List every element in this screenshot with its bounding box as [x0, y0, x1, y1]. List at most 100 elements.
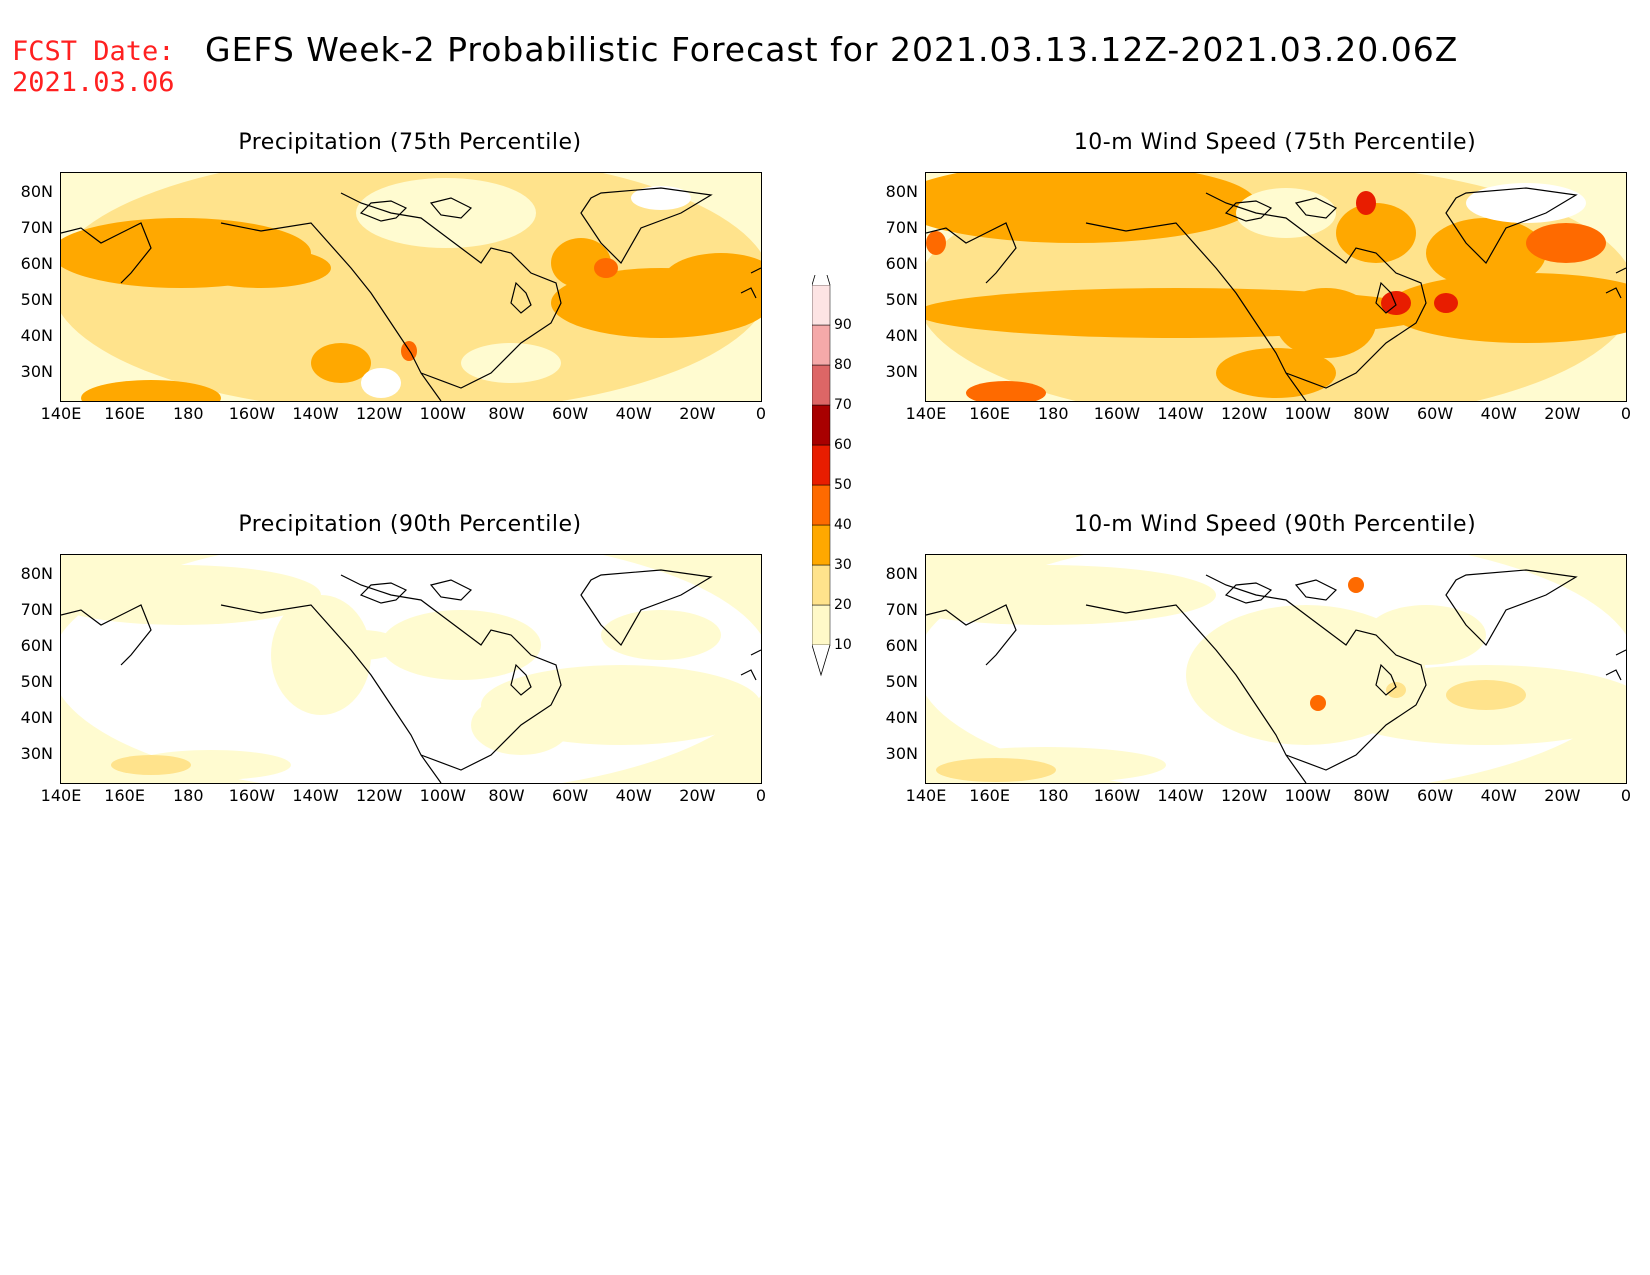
- lon-tick-label: 100W: [419, 404, 466, 423]
- map-frame: [925, 172, 1627, 402]
- colorbar-swatch: [812, 364, 831, 406]
- lat-tick-label: 70N: [20, 600, 53, 619]
- field-contour: [601, 610, 721, 660]
- coastline: [340, 192, 562, 389]
- lon-tick-label: 0: [755, 404, 767, 423]
- coastline: [61, 604, 152, 666]
- lon-tick-label: 120W: [1220, 786, 1268, 805]
- colorbar-label: 10: [834, 637, 852, 653]
- field-contour: [1434, 293, 1458, 313]
- coastline: [510, 281, 532, 314]
- field-contour: [631, 186, 691, 210]
- lon-tick-label: 40W: [1480, 404, 1517, 423]
- lon-tick-label: 40W: [1480, 786, 1517, 805]
- coastline: [1294, 579, 1338, 601]
- lon-tick-label: 160W: [228, 404, 276, 423]
- coastline: [1085, 222, 1307, 401]
- lat-tick-label: 30N: [20, 744, 53, 763]
- panel-wind-90: 10-m Wind Speed (90th Percentile) 80N 70N…: [865, 512, 1650, 812]
- coastline: [1224, 200, 1273, 222]
- lat-tick-label: 30N: [885, 744, 918, 763]
- lon-tick-label: 100W: [419, 786, 466, 805]
- lon-tick-label: 40W: [615, 786, 652, 805]
- lon-tick-label: 120W: [355, 786, 403, 805]
- field-contour: [361, 368, 401, 398]
- lon-tick-label: 0: [755, 786, 767, 805]
- lon-tick-label: 140E: [40, 786, 82, 805]
- lat-tick-label: 50N: [885, 290, 918, 309]
- panel-title: 10-m Wind Speed (90th Percentile): [1073, 512, 1477, 537]
- lon-tick-label: 160E: [969, 786, 1010, 805]
- field-contour: [936, 758, 1056, 782]
- lon-tick-label: 180: [1037, 404, 1069, 423]
- colorbar-swatch: [812, 484, 831, 526]
- lat-tick-label: 60N: [885, 254, 918, 273]
- lon-tick-label: 160E: [969, 404, 1010, 423]
- field-contour: [1348, 577, 1364, 593]
- lat-tick-label: 80N: [885, 564, 918, 583]
- lat-tick-label: 40N: [20, 326, 53, 345]
- colorbar: 10 20 30 40 50 60 70 80 90: [812, 275, 872, 685]
- colorbar-swatch: [812, 404, 831, 446]
- lon-tick-label: 140W: [1157, 404, 1204, 423]
- fcst-date-label: FCST Date:: [12, 36, 175, 67]
- forecast-date-block: FCST Date: 2021.03.06: [12, 36, 175, 98]
- map-field: [61, 555, 761, 783]
- field-contour: [191, 248, 331, 288]
- lat-tick-label: 60N: [20, 636, 53, 655]
- lat-tick-label: 70N: [885, 218, 918, 237]
- coastline: [740, 649, 761, 681]
- lat-tick-label: 70N: [885, 600, 918, 619]
- lon-tick-label: 80W: [488, 786, 525, 805]
- coastline: [510, 663, 532, 696]
- colorbar-top-arrow: [812, 275, 831, 286]
- field-contour: [1216, 348, 1336, 398]
- panel-wind-75: 10-m Wind Speed (75th Percentile) 80N 70N…: [865, 130, 1650, 430]
- lon-tick-label: 20W: [1544, 404, 1581, 423]
- lon-tick-label: 160W: [1093, 404, 1141, 423]
- coastline: [1445, 569, 1578, 646]
- field-contour: [1356, 191, 1376, 215]
- field-contour: [271, 595, 371, 715]
- map-field: [926, 555, 1626, 783]
- lat-tick-label: 50N: [20, 290, 53, 309]
- field-contour: [1426, 218, 1546, 288]
- colorbar-swatch: [812, 524, 831, 566]
- colorbar-label: 90: [834, 317, 852, 333]
- coastline: [1445, 187, 1578, 264]
- panel-precip-75: Precipitation (75th Percentile) 80N 70N 60…: [0, 130, 820, 430]
- colorbar-swatch: [812, 604, 831, 646]
- panel-title: Precipitation (90th Percentile): [238, 512, 582, 537]
- coastline: [580, 569, 713, 646]
- lon-tick-label: 60W: [551, 786, 589, 805]
- field-contour: [594, 258, 618, 278]
- coastline: [61, 222, 152, 284]
- panel-title: 10-m Wind Speed (75th Percentile): [1073, 130, 1477, 155]
- field-contour: [926, 231, 946, 255]
- coastline: [1605, 649, 1626, 681]
- colorbar-label: 40: [834, 517, 852, 533]
- colorbar-swatch: [812, 324, 831, 366]
- lat-tick-label: 40N: [20, 708, 53, 727]
- lat-tick-label: 70N: [20, 218, 53, 237]
- field-contour: [1386, 273, 1626, 343]
- lat-tick-label: 50N: [885, 672, 918, 691]
- map-frame: [60, 172, 762, 402]
- coastline: [580, 187, 713, 264]
- coastline: [1294, 197, 1338, 219]
- lon-tick-label: 160W: [1093, 786, 1141, 805]
- coastline: [1085, 604, 1307, 783]
- coastline: [1605, 267, 1626, 299]
- lon-tick-label: 140W: [292, 786, 339, 805]
- coastline: [1205, 574, 1427, 771]
- coastline: [926, 604, 1017, 666]
- map-frame: [925, 554, 1627, 784]
- coastline: [740, 267, 761, 299]
- field-contour: [1386, 682, 1406, 698]
- coastline: [1205, 192, 1427, 389]
- lon-tick-label: 140W: [1157, 786, 1204, 805]
- lon-tick-label: 80W: [1353, 786, 1390, 805]
- coastline: [359, 200, 408, 222]
- field-contour: [1336, 203, 1416, 263]
- colorbar-label: 70: [834, 397, 852, 413]
